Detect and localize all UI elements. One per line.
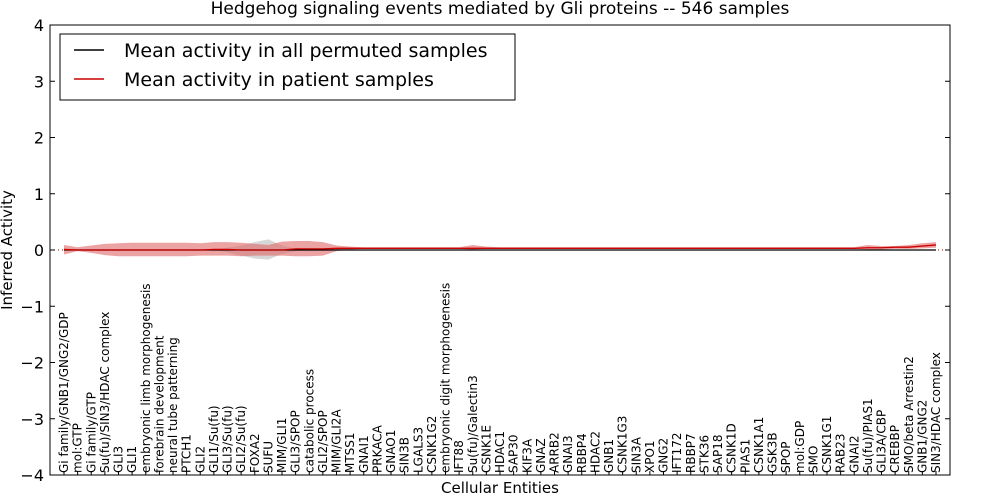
x-tick-label: GLI3/SPOP — [289, 410, 303, 473]
y-tick-label: 0 — [34, 241, 44, 260]
x-tick-label: GLI2/Su(fu) — [234, 405, 248, 473]
chart-title: Hedgehog signaling events mediated by Gl… — [211, 0, 790, 19]
x-tick-label: MIM/GLI1 — [275, 418, 289, 473]
plot-frame — [49, 24, 951, 476]
x-tick-label: CSNK1D — [725, 423, 739, 473]
lines-layer — [50, 244, 950, 251]
legend: Mean activity in all permuted samples Me… — [59, 33, 516, 101]
x-tick-label: GLI3/Su(fu) — [221, 405, 235, 473]
x-axis: Gi family/GNB1/GNG2/GDP mol:GTP Gi family/… — [57, 283, 943, 475]
x-tick-label: embryonic digit morphogenesis — [439, 283, 453, 473]
x-tick-label: STK36 — [697, 435, 711, 473]
x-tick-label: HDAC2 — [588, 431, 602, 473]
x-tick-label: SPOP — [779, 441, 793, 473]
x-tick-label: mol:GDP — [793, 421, 807, 473]
x-tick-label: SMO — [806, 446, 820, 473]
x-tick-label: IFT172 — [670, 433, 684, 473]
x-tick-label: MIM/GLI2A — [330, 409, 344, 473]
x-tick-label: RBBP7 — [684, 433, 698, 473]
x-tick-label: FOXA2 — [248, 433, 262, 473]
x-tick-label: ARRB2 — [548, 432, 562, 473]
legend-box — [59, 33, 516, 101]
x-tick-label: KIF3A — [520, 438, 534, 473]
x-tick-label: GNAO1 — [384, 430, 398, 473]
x-tick-label: PRKACA — [370, 424, 384, 473]
x-tick-label: GNB1/GNG2 — [915, 400, 929, 473]
x-tick-label: SUFU — [261, 441, 275, 473]
x-tick-label: CSNK1G1 — [820, 416, 834, 473]
x-tick-label: Gi family/GTP — [84, 392, 98, 473]
x-tick-label: neural tube patterning — [166, 337, 180, 473]
x-tick-label: mol:GTP — [71, 423, 85, 473]
x-tick-label: SMO/beta Arrestin2 — [902, 356, 916, 473]
x-tick-label: SAP18 — [711, 434, 725, 473]
x-tick-label: CSNK1A1 — [752, 417, 766, 473]
y-tick-label: −1 — [20, 297, 44, 316]
y-tick-label: −4 — [20, 466, 44, 485]
x-tick-label: GSK3B — [766, 432, 780, 473]
x-tick-label: SIN3A — [629, 436, 643, 473]
x-tick-label: embryonic limb morphogenesis — [139, 283, 153, 473]
y-tick-label: 3 — [34, 72, 44, 91]
y-tick-label: 4 — [34, 16, 44, 35]
y-axis: −4 −3 −2 −1 0 1 2 3 4 — [20, 16, 950, 485]
x-tick-label: GNAZ — [534, 438, 548, 473]
x-tick-label: CSNK1E — [479, 425, 493, 473]
y-tick-label: −3 — [20, 410, 44, 429]
x-axis-label: Cellular Entities — [441, 479, 559, 497]
y-tick-label: 2 — [34, 129, 44, 148]
x-tick-label: GNAI1 — [357, 435, 371, 473]
x-tick-label: GLI2 — [193, 446, 207, 473]
x-tick-label: SIN3B — [398, 437, 412, 473]
x-tick-label: CREBBP — [888, 425, 902, 473]
x-tick-label: GNAI3 — [561, 435, 575, 473]
x-tick-label: SAP30 — [507, 434, 521, 473]
x-tick-label: Gi family/GNB1/GNG2/GDP — [57, 312, 71, 473]
x-tick-label: CSNK1G3 — [616, 416, 630, 473]
legend-label-permuted: Mean activity in all permuted samples — [124, 40, 487, 62]
x-tick-label: XPO1 — [643, 440, 657, 473]
x-tick-label: RBBP4 — [575, 433, 589, 473]
x-tick-label: CSNK1G2 — [425, 416, 439, 473]
x-tick-label: GNB1 — [602, 439, 616, 473]
x-tick-label: GLI1 — [125, 446, 139, 473]
x-tick-label: SIN3/HDAC complex — [929, 352, 943, 473]
x-tick-label: GLI2/SPOP — [316, 410, 330, 473]
x-tick-label: RAB23 — [834, 433, 848, 473]
x-tick-label: HDAC1 — [493, 431, 507, 473]
x-tick-label: GLI1/Su(fu) — [207, 405, 221, 473]
x-tick-label: forebrain development — [152, 335, 166, 473]
x-tick-label: PTCH1 — [180, 434, 194, 473]
x-tick-label: Su(fu)/SIN3/HDAC complex — [98, 312, 112, 473]
x-tick-label: catabolic process — [302, 369, 316, 473]
x-tick-label: MTSS1 — [343, 432, 357, 473]
y-tick-label: 1 — [34, 185, 44, 204]
x-tick-label: Su(fu)/Galectin3 — [466, 375, 480, 473]
x-tick-label: IFT88 — [452, 440, 466, 473]
x-tick-label: GLI3 — [112, 446, 126, 473]
legend-label-patient: Mean activity in patient samples — [124, 69, 434, 91]
x-tick-label: GNG2 — [657, 438, 671, 473]
y-axis-label: Inferred Activity — [0, 190, 16, 310]
x-tick-label: Su(fu)/PIAS1 — [861, 398, 875, 473]
x-tick-label: LGALS3 — [411, 427, 425, 473]
series-line-patient — [63, 244, 937, 251]
x-tick-label: GNAI2 — [847, 435, 861, 473]
y-tick-label: −2 — [20, 354, 44, 373]
x-tick-label: PIAS1 — [738, 439, 752, 473]
x-tick-label: GLI3A/CBP — [875, 410, 889, 473]
